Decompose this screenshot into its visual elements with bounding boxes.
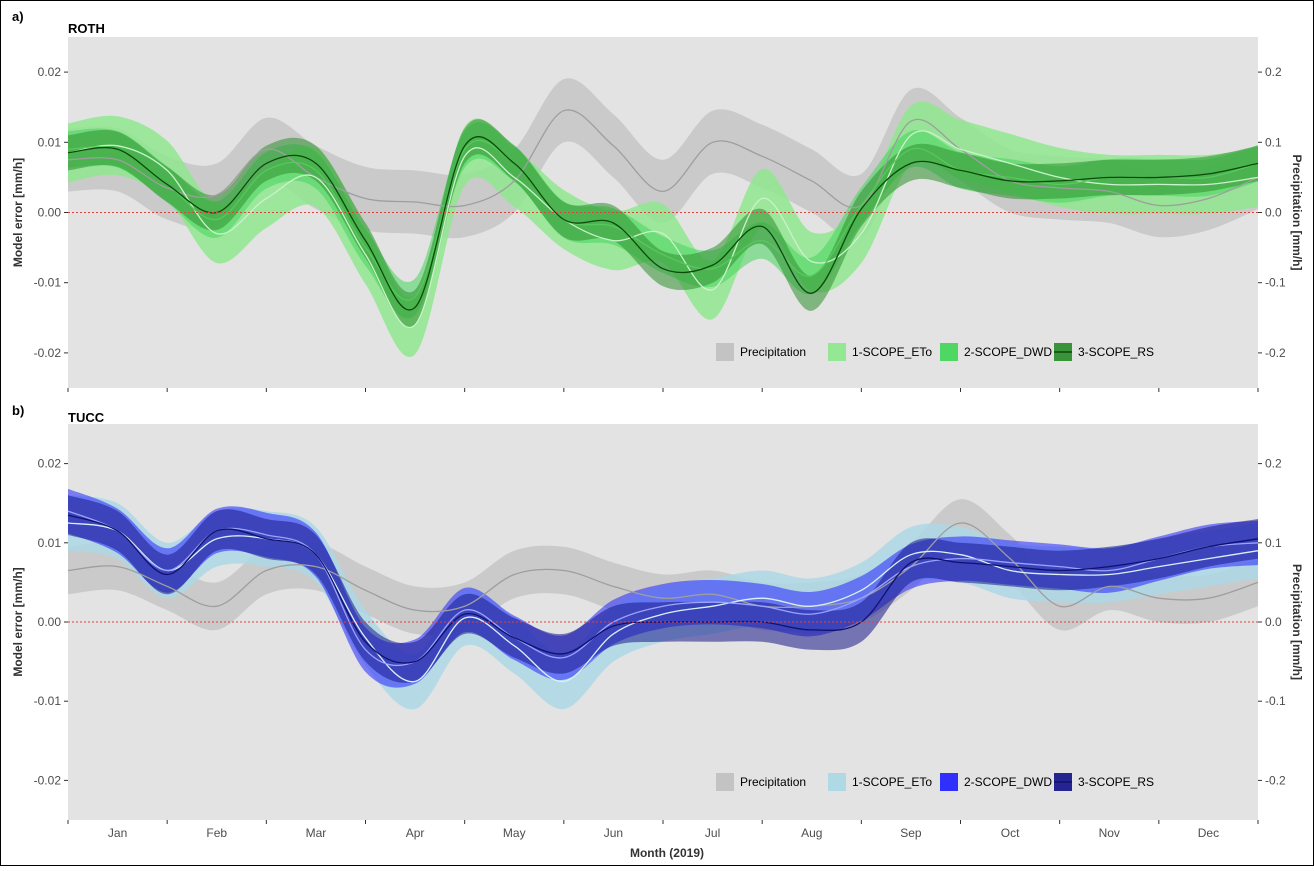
legend-label: 1-SCOPE_ETo (852, 775, 932, 789)
x-tick-label: Aug (801, 826, 822, 840)
legend-label: Precipitation (740, 775, 806, 789)
series-line-2-scope-dwd (67, 139, 1259, 301)
y-tick-label: -0.01 (34, 694, 62, 708)
x-tick-label: Jan (108, 826, 127, 840)
y-tick-label: -0.02 (34, 773, 62, 787)
x-tick-label: Mar (306, 826, 327, 840)
legend-swatch (828, 773, 846, 791)
y-tick-label: 0.01 (38, 536, 62, 550)
y2-tick-label: 0.2 (1265, 457, 1282, 471)
y-tick-label: 0.02 (38, 457, 62, 471)
x-tick-label: Dec (1198, 826, 1219, 840)
x-tick-label: Sep (900, 826, 922, 840)
legend-label: Precipitation (740, 345, 806, 359)
legend-swatch (716, 343, 734, 361)
series-line-precipitation (67, 109, 1259, 209)
series-band-3-scope-rs (68, 119, 1258, 328)
y2-tick-label: 0.1 (1265, 135, 1282, 149)
y2-tick-label: -0.1 (1265, 694, 1286, 708)
y-tick-label: -0.02 (34, 346, 62, 360)
legend-label: 2-SCOPE_DWD (964, 345, 1052, 359)
panel-title: ROTH (68, 21, 105, 36)
y2-tick-label: 0.0 (1265, 206, 1282, 220)
legend-label: 3-SCOPE_RS (1078, 345, 1154, 359)
chart-panel-b: b) TUCC -0.02 -0.01 0.00 0.01 0.02 -0.2 -0.1 0.0 0… (11, 403, 1304, 840)
legend-swatch (716, 773, 734, 791)
x-tick-label: May (503, 826, 526, 840)
y-axis-title: Model error [mm/h] (11, 567, 25, 676)
x-tick-label: Nov (1099, 826, 1120, 840)
x-tick-label: Apr (406, 826, 425, 840)
chart-panel-a: a) ROTH -0.02 -0.01 0.00 0.01 0.02 -0.2 -0.1 0.0 0… (11, 9, 1304, 392)
panel-tag: b) (12, 403, 24, 418)
legend-label: 1-SCOPE_ETo (852, 345, 932, 359)
legend-swatch (940, 343, 958, 361)
y-tick-label: -0.01 (34, 276, 62, 290)
x-axis-title: Month (2019) (630, 846, 704, 860)
y2-tick-label: -0.2 (1265, 773, 1286, 787)
series-line-precipitation (67, 522, 1259, 613)
legend-label: 2-SCOPE_DWD (964, 775, 1052, 789)
x-tick-label: Oct (1001, 826, 1020, 840)
y2-axis-title: Precipitation [mm/h] (1290, 154, 1304, 270)
y-tick-label: 0.00 (38, 206, 62, 220)
y2-tick-label: 0.0 (1265, 615, 1282, 629)
y-axis-title: Model error [mm/h] (11, 158, 25, 267)
series-line-3-scope-rs (67, 136, 1259, 311)
y-tick-label: 0.00 (38, 615, 62, 629)
y-tick-label: 0.01 (38, 135, 62, 149)
x-tick-label: Jul (705, 826, 720, 840)
y2-tick-label: 0.1 (1265, 536, 1282, 550)
x-tick-label: Jun (604, 826, 623, 840)
series-line-2-scope-dwd (67, 510, 1259, 667)
y2-tick-label: -0.1 (1265, 276, 1286, 290)
panel-tag: a) (12, 9, 24, 24)
y-tick-label: 0.02 (38, 65, 62, 79)
x-tick-label: Feb (206, 826, 227, 840)
legend-label: 3-SCOPE_RS (1078, 775, 1154, 789)
legend-swatch (828, 343, 846, 361)
y2-axis-title: Precipitation [mm/h] (1290, 564, 1304, 680)
series-band-3-scope-rs (68, 495, 1258, 683)
panel-title: TUCC (68, 410, 105, 425)
legend-swatch (940, 773, 958, 791)
series-line-1-scope-eto (67, 130, 1259, 329)
y2-tick-label: -0.2 (1265, 346, 1286, 360)
y2-tick-label: 0.2 (1265, 65, 1282, 79)
